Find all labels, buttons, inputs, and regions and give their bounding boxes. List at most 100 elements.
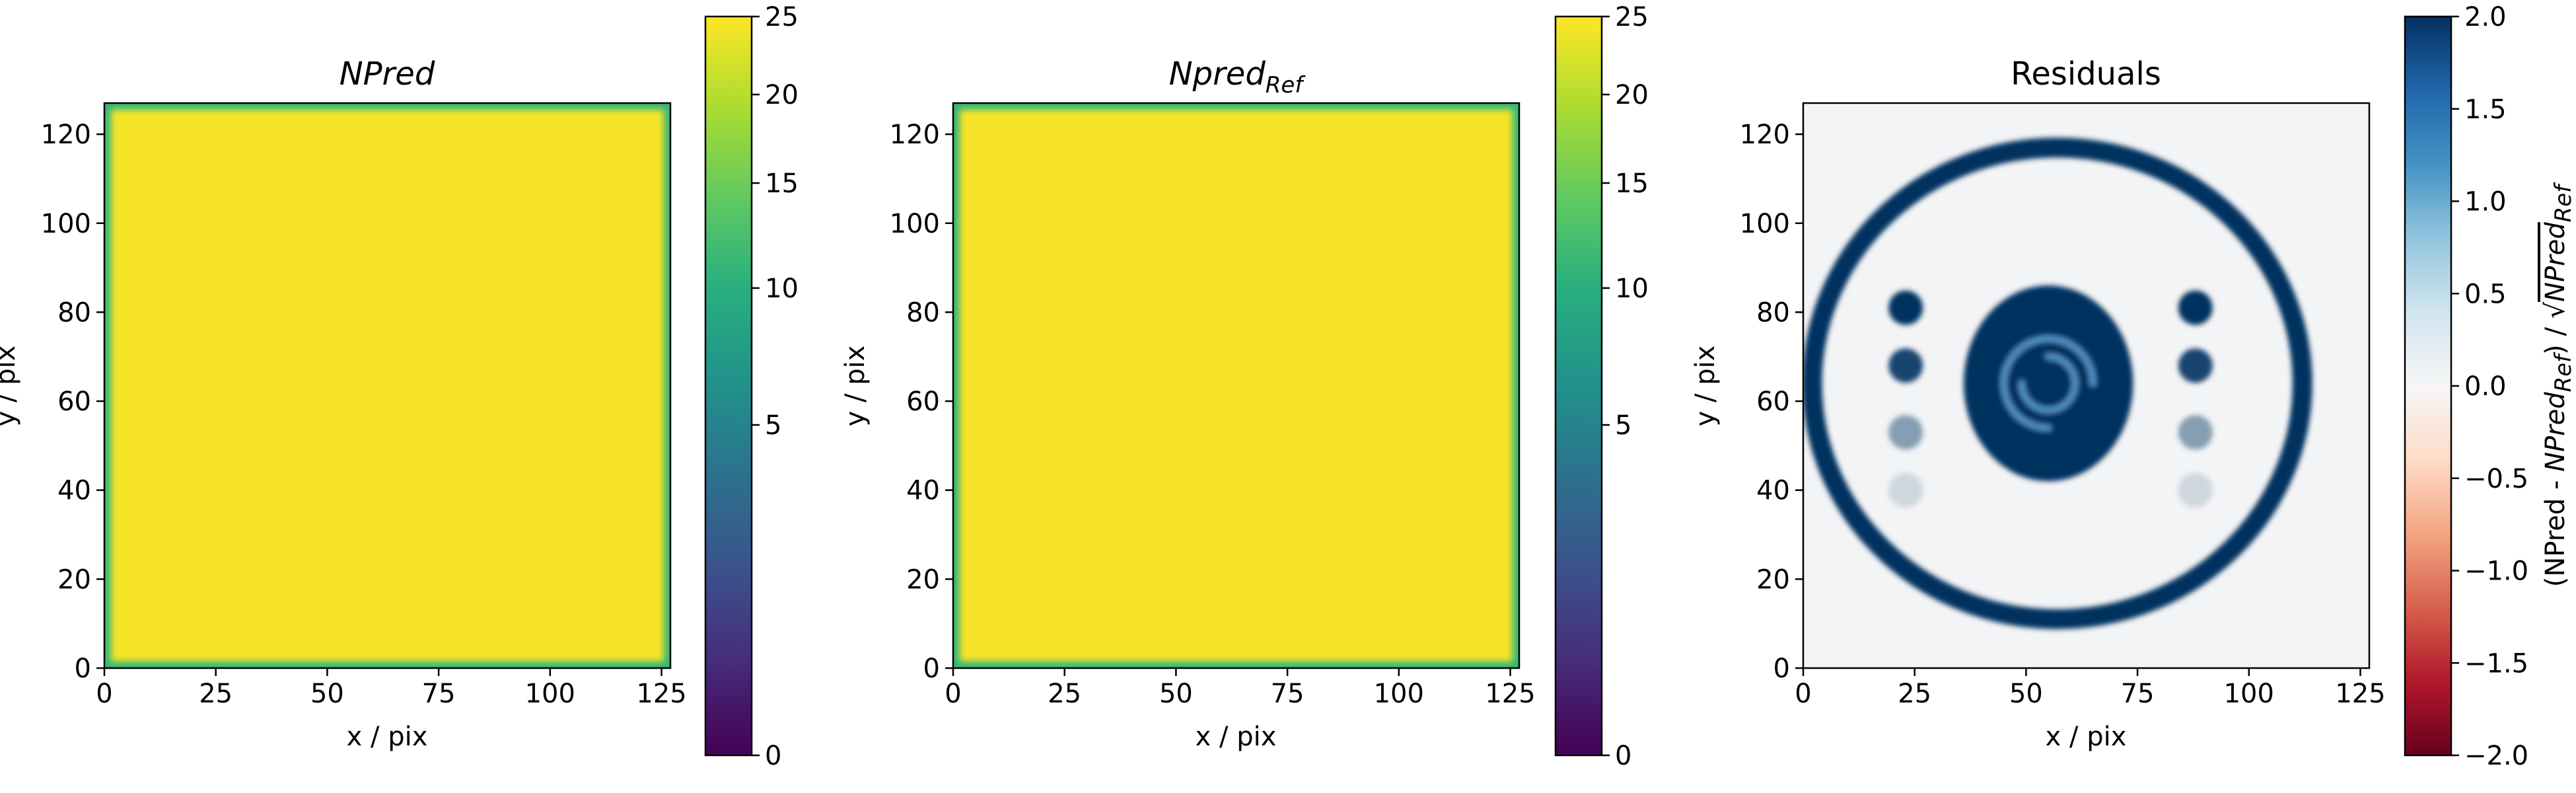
residual-spot	[2178, 290, 2213, 325]
y-tick-label: 80	[1756, 297, 1790, 328]
residuals-heatmap	[1803, 103, 2369, 668]
x-tick-label: 25	[1048, 679, 1081, 709]
x-tick-label: 125	[2335, 679, 2385, 709]
y-tick-label: 60	[57, 387, 91, 417]
x-tick-label: 75	[2121, 679, 2155, 709]
axes-frame	[952, 102, 1521, 669]
y-axis-label: y / pix	[0, 346, 21, 427]
residual-swirl	[2000, 335, 2096, 432]
colorbar: −2.0 −1.5 −1.0 −0.5 0.0 0.5 1.0 1.5 2.0 (NPred -…	[2404, 2, 2576, 771]
colorbar-label-part: Ref	[2550, 182, 2576, 223]
colorbar-tick-label: 20	[1615, 80, 1649, 110]
colorbar-gradient	[705, 17, 752, 755]
x-tick-label: 0	[945, 679, 961, 709]
y-axis-ticks: 0 20 40 60 80 100 120	[890, 120, 953, 684]
colorbar-tick-label: −2.0	[2464, 741, 2528, 771]
y-tick-label: 80	[906, 297, 940, 328]
colorbar-frame	[1554, 15, 1603, 757]
y-tick-label: 40	[57, 476, 91, 506]
colorbar-label: (NPred - NPredRef) / √NPredRef	[2540, 182, 2576, 587]
y-tick-label: 60	[1756, 387, 1790, 417]
colorbar-tick-label: −1.0	[2464, 556, 2528, 587]
y-axis-ticks: 0 20 40 60 80 100 120	[1740, 120, 1803, 684]
panel-title: Residuals	[2011, 56, 2161, 93]
y-tick-label: 100	[41, 209, 91, 239]
y-axis-label: y / pix	[840, 346, 871, 427]
y-tick-label: 40	[906, 476, 940, 506]
x-tick-label: 50	[1159, 679, 1193, 709]
residual-spot	[2178, 415, 2213, 450]
residual-spot	[1888, 415, 1923, 450]
heatmap-interior	[111, 110, 664, 661]
npred-ref-panel: 0 25 50 75 100 125 0 20 40 60 80 100 120 x / pix y …	[840, 2, 1649, 771]
y-tick-label: 100	[890, 209, 940, 239]
y-tick-label: 80	[57, 297, 91, 328]
y-tick-label: 120	[890, 120, 940, 150]
panel-title: NpredRef	[1169, 56, 1306, 98]
colorbar-tick-label: −1.5	[2464, 648, 2528, 679]
x-tick-label: 0	[1795, 679, 1811, 709]
colorbar-tick-label: 1.0	[2464, 187, 2507, 217]
colorbar-gradient	[1556, 17, 1602, 755]
heatmap-interior	[960, 110, 1513, 661]
x-axis-ticks: 0 25 50 75 100 125	[945, 668, 1536, 709]
colorbar-tick-label: 1.5	[2464, 94, 2507, 125]
y-tick-label: 20	[906, 564, 940, 595]
colorbar-ticks: 0 5 10 15 20 25	[752, 2, 799, 771]
axes-frame	[1802, 102, 2371, 669]
y-axis-ticks: 0 20 40 60 80 100 120	[41, 120, 104, 684]
panel-title: NPred	[340, 56, 435, 93]
title-main: Npred	[1169, 56, 1266, 93]
colorbar-tick-label: 0.0	[2464, 371, 2507, 402]
residual-spot	[1888, 348, 1923, 383]
x-axis-label: x / pix	[347, 722, 428, 752]
y-tick-label: 60	[906, 387, 940, 417]
axes-frame	[103, 102, 672, 669]
residual-ring	[1803, 137, 2312, 629]
x-axis-label: x / pix	[1196, 722, 1277, 752]
x-tick-label: 25	[1898, 679, 1931, 709]
x-tick-label: 125	[1485, 679, 1535, 709]
residual-spot	[1888, 472, 1923, 508]
y-tick-label: 120	[1740, 120, 1790, 150]
x-tick-label: 0	[96, 679, 112, 709]
colorbar-tick-label: 0.5	[2464, 279, 2507, 309]
colorbar-tick-label: 10	[1615, 274, 1649, 304]
residual-blob	[1963, 285, 2133, 482]
y-tick-label: 20	[57, 564, 91, 595]
colorbar-tick-label: 15	[765, 169, 799, 199]
y-tick-label: 120	[41, 120, 91, 150]
colorbar-tick-label: 25	[765, 2, 799, 32]
x-tick-label: 75	[1271, 679, 1305, 709]
x-tick-label: 100	[1374, 679, 1424, 709]
colorbar-tick-label: 0	[765, 741, 781, 771]
npred-ref-heatmap	[953, 103, 1519, 668]
colorbar: 0 5 10 15 20 25	[1554, 2, 1649, 771]
colorbar-tick-label: 25	[1615, 2, 1649, 32]
colorbar-tick-label: 5	[1615, 410, 1631, 441]
y-tick-label: 20	[1756, 564, 1790, 595]
colorbar-tick-label: 10	[765, 274, 799, 304]
x-axis-ticks: 0 25 50 75 100 125	[1795, 668, 2386, 709]
y-tick-label: 40	[1756, 476, 1790, 506]
residual-spot	[1888, 290, 1923, 325]
colorbar-label-part: ) / √	[2540, 301, 2571, 355]
colorbar-label-part: Ref	[2550, 352, 2576, 393]
x-tick-label: 125	[636, 679, 686, 709]
colorbar: 0 5 10 15 20 25	[704, 2, 799, 771]
x-tick-label: 50	[310, 679, 344, 709]
residual-spot	[2178, 472, 2213, 508]
colorbar-label-part: (NPred -	[2540, 472, 2571, 587]
y-tick-label: 0	[75, 654, 91, 684]
x-axis-ticks: 0 25 50 75 100 125	[96, 668, 687, 709]
npred-heatmap	[104, 103, 670, 668]
colorbar-tick-label: 2.0	[2464, 2, 2507, 32]
residual-spot	[2178, 348, 2213, 383]
y-tick-label: 0	[923, 654, 940, 684]
x-tick-label: 50	[2009, 679, 2043, 709]
colorbar-frame	[704, 15, 753, 757]
colorbar-label-part: NPred	[2540, 392, 2571, 472]
x-tick-label: 75	[422, 679, 456, 709]
